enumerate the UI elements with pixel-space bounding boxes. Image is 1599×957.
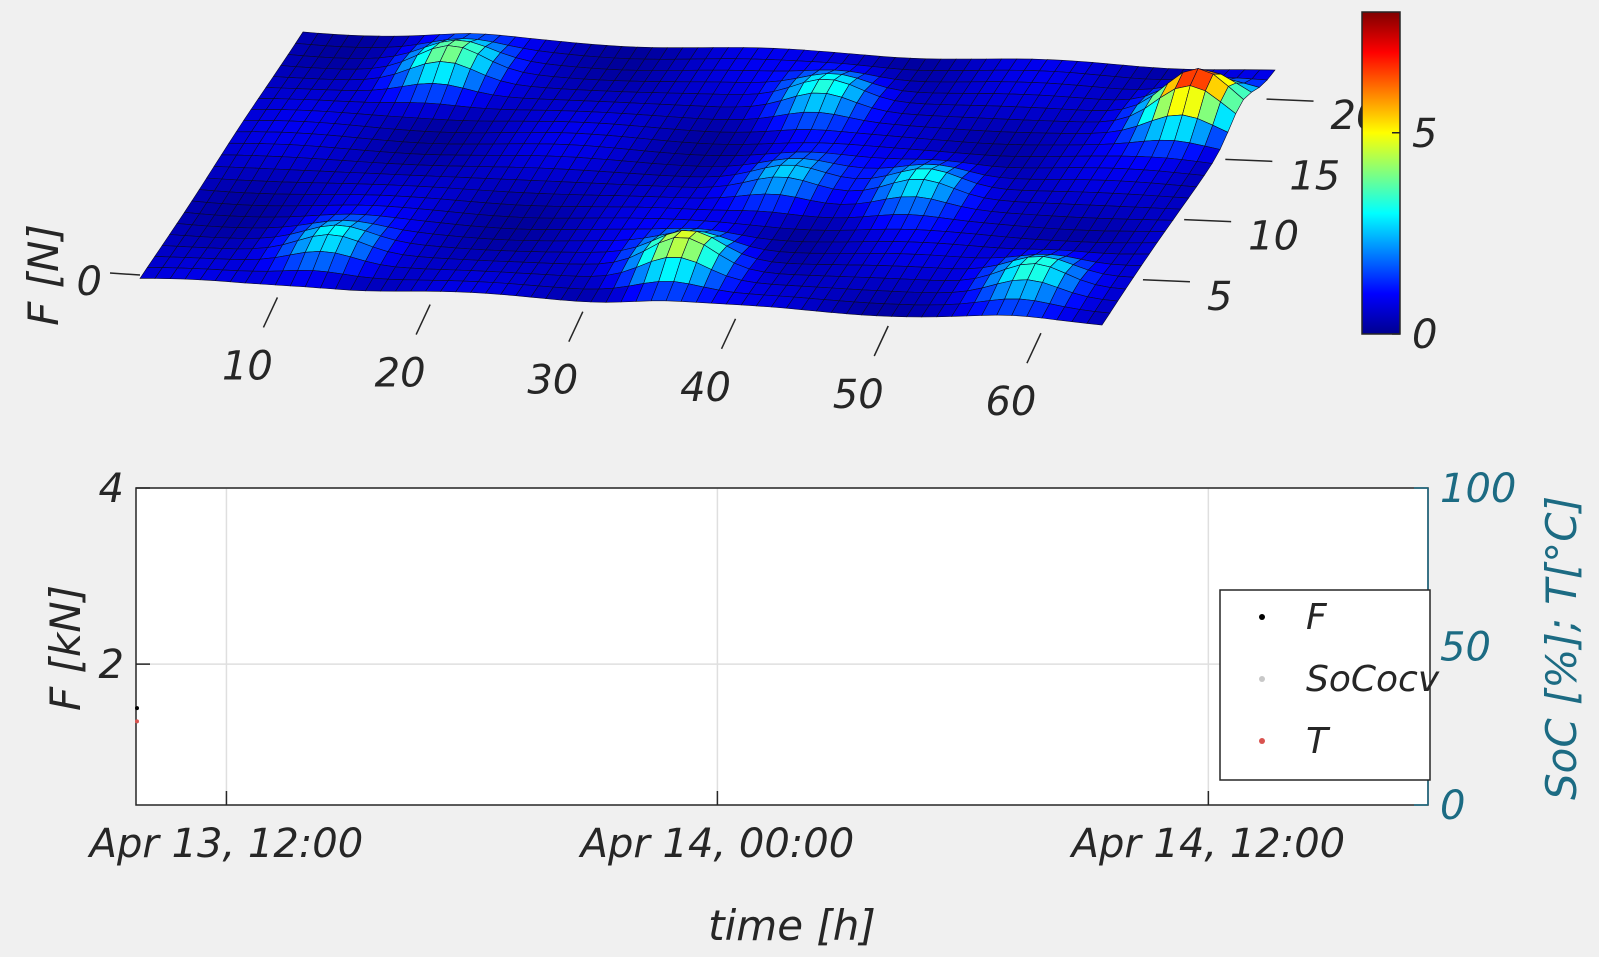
surface-cell xyxy=(1086,311,1111,326)
y-axis-label: F [kN] xyxy=(41,585,90,711)
surface-mesh xyxy=(139,31,1276,326)
y-tick-label: 15 xyxy=(1289,153,1340,199)
y-right-tick-label: 100 xyxy=(1440,466,1516,512)
x-tick-label: 50 xyxy=(833,372,884,418)
legend-marker xyxy=(1259,738,1265,744)
series-point-T xyxy=(135,719,139,724)
tick-marks: Apr 13, 12:00 Apr 14, 00:00 Apr 14, 12:00 2… xyxy=(87,466,1517,867)
y-right-tick-label: 50 xyxy=(1440,625,1491,671)
x-axis-label: time [h] xyxy=(708,901,876,950)
y-tick-mark xyxy=(1266,98,1314,102)
plot-area xyxy=(136,488,1428,805)
y-axis-right-label: SoC [%]; T[°C] xyxy=(1537,496,1586,800)
series-marks xyxy=(135,706,139,724)
y-tick-label: 2 xyxy=(99,642,124,688)
colorbar-tick-label: 5 xyxy=(1412,111,1437,157)
x-tick-label: 20 xyxy=(375,351,426,397)
y-tick-label: 4 xyxy=(99,466,124,512)
legend-entry: F xyxy=(1306,597,1328,638)
y-tick-mark xyxy=(1184,218,1232,223)
legend-marker xyxy=(1259,676,1265,682)
colorbar-tick-label: 0 xyxy=(1412,312,1437,358)
colorbar-gradient xyxy=(1361,11,1401,335)
x-tick-mark xyxy=(568,311,584,343)
legend-entry: T xyxy=(1306,721,1331,762)
y-tick-mark xyxy=(1225,158,1273,163)
y-tick-mark xyxy=(1142,279,1190,283)
x-tick-label: Apr 14, 12:00 xyxy=(1069,821,1346,867)
x-tick-mark xyxy=(873,325,889,357)
legend: F SoCocv T xyxy=(1219,589,1440,781)
x-tick-mark xyxy=(415,304,431,335)
legend-marker xyxy=(1259,614,1265,620)
x-tick-label: Apr 13, 12:00 xyxy=(87,821,364,867)
x-tick-mark xyxy=(720,318,737,350)
x-tick-mark xyxy=(1026,332,1042,364)
surface-z-label: F [N] xyxy=(19,224,68,326)
colorbar: 05 xyxy=(1361,11,1437,358)
x-tick-label: 60 xyxy=(985,379,1036,425)
legend-box xyxy=(1219,589,1431,781)
legend-entry: SoCocv xyxy=(1306,659,1440,700)
x-tick-label: Apr 14, 00:00 xyxy=(578,821,855,867)
y-tick-label: 10 xyxy=(1248,214,1299,260)
x-tick-label: 30 xyxy=(527,358,578,404)
x-tick-label: 10 xyxy=(222,343,273,389)
y-tick-label: 5 xyxy=(1207,274,1232,320)
z-tick-label: 0 xyxy=(77,259,102,305)
series-point-F xyxy=(135,706,139,711)
z-tick-mark xyxy=(109,272,141,276)
y-right-tick-label: 0 xyxy=(1440,783,1465,829)
x-tick-mark xyxy=(262,297,279,328)
x-tick-label: 40 xyxy=(680,365,731,411)
